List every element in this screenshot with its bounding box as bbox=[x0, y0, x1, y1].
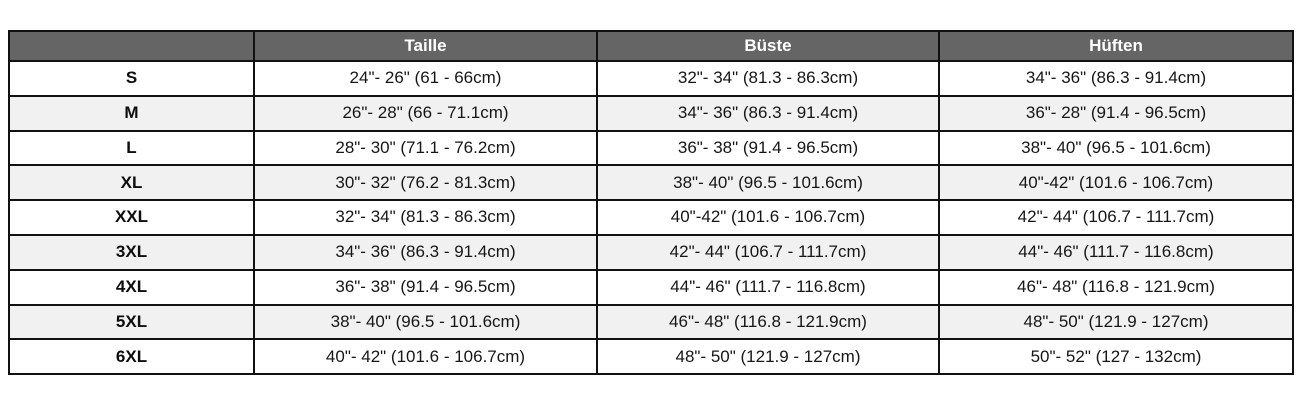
table-row: M 26"- 28" (66 - 71.1cm) 34"- 36" (86.3 … bbox=[8, 94, 1294, 132]
hueften-value: 42"- 44" (106.7 - 111.7cm) bbox=[938, 199, 1294, 236]
taille-value: 36"- 38" (91.4 - 96.5cm) bbox=[253, 268, 598, 306]
table-row: L 28"- 30" (71.1 - 76.2cm) 36"- 38" (91.… bbox=[8, 129, 1294, 167]
header-row: Taille Büste Hüften bbox=[8, 30, 1294, 62]
hueften-value: 44"- 46" (111.7 - 116.8cm) bbox=[938, 233, 1294, 271]
hueften-value: 34"- 36" (86.3 - 91.4cm) bbox=[938, 60, 1294, 97]
size-label: 4XL bbox=[8, 268, 255, 306]
taille-value: 34"- 36" (86.3 - 91.4cm) bbox=[253, 233, 598, 271]
size-chart-body: S 24"- 26" (61 - 66cm) 32"- 34" (81.3 - … bbox=[8, 60, 1294, 376]
table-row: 5XL 38"- 40" (96.5 - 101.6cm) 46"- 48" (… bbox=[8, 303, 1294, 341]
size-chart-header: Taille Büste Hüften bbox=[8, 30, 1294, 62]
size-label: M bbox=[8, 94, 255, 132]
size-label: 6XL bbox=[8, 338, 255, 376]
taille-value: 28"- 30" (71.1 - 76.2cm) bbox=[253, 129, 598, 167]
taille-value: 38"- 40" (96.5 - 101.6cm) bbox=[253, 303, 598, 341]
bueste-value: 46"- 48" (116.8 - 121.9cm) bbox=[596, 303, 940, 341]
bueste-value: 44"- 46" (111.7 - 116.8cm) bbox=[596, 268, 940, 306]
size-label: XXL bbox=[8, 199, 255, 236]
header-cell-size bbox=[8, 30, 255, 62]
table-row: 6XL 40"- 42" (101.6 - 106.7cm) 48"- 50" … bbox=[8, 338, 1294, 376]
hueften-value: 48"- 50" (121.9 - 127cm) bbox=[938, 303, 1294, 341]
hueften-value: 50"- 52" (127 - 132cm) bbox=[938, 338, 1294, 376]
taille-value: 26"- 28" (66 - 71.1cm) bbox=[253, 94, 598, 132]
table-row: 4XL 36"- 38" (91.4 - 96.5cm) 44"- 46" (1… bbox=[8, 268, 1294, 306]
taille-value: 32"- 34" (81.3 - 86.3cm) bbox=[253, 199, 598, 236]
header-cell-taille: Taille bbox=[253, 30, 598, 62]
size-label: XL bbox=[8, 164, 255, 202]
bueste-value: 34"- 36" (86.3 - 91.4cm) bbox=[596, 94, 940, 132]
bueste-value: 42"- 44" (106.7 - 111.7cm) bbox=[596, 233, 940, 271]
table-row: S 24"- 26" (61 - 66cm) 32"- 34" (81.3 - … bbox=[8, 60, 1294, 97]
taille-value: 30"- 32" (76.2 - 81.3cm) bbox=[253, 164, 598, 202]
bueste-value: 40"-42" (101.6 - 106.7cm) bbox=[596, 199, 940, 236]
table-row: XL 30"- 32" (76.2 - 81.3cm) 38"- 40" (96… bbox=[8, 164, 1294, 202]
bueste-value: 32"- 34" (81.3 - 86.3cm) bbox=[596, 60, 940, 97]
taille-value: 40"- 42" (101.6 - 106.7cm) bbox=[253, 338, 598, 376]
hueften-value: 36"- 28" (91.4 - 96.5cm) bbox=[938, 94, 1294, 132]
header-cell-bueste: Büste bbox=[596, 30, 940, 62]
table-row: 3XL 34"- 36" (86.3 - 91.4cm) 42"- 44" (1… bbox=[8, 233, 1294, 271]
hueften-value: 38"- 40" (96.5 - 101.6cm) bbox=[938, 129, 1294, 167]
size-label: S bbox=[8, 60, 255, 97]
size-chart-table: Taille Büste Hüften S 24"- 26" (61 - 66c… bbox=[8, 30, 1294, 376]
taille-value: 24"- 26" (61 - 66cm) bbox=[253, 60, 598, 97]
size-label: L bbox=[8, 129, 255, 167]
header-cell-hueften: Hüften bbox=[938, 30, 1294, 62]
hueften-value: 40"-42" (101.6 - 106.7cm) bbox=[938, 164, 1294, 202]
size-label: 5XL bbox=[8, 303, 255, 341]
size-label: 3XL bbox=[8, 233, 255, 271]
hueften-value: 46"- 48" (116.8 - 121.9cm) bbox=[938, 268, 1294, 306]
bueste-value: 36"- 38" (91.4 - 96.5cm) bbox=[596, 129, 940, 167]
table-row: XXL 32"- 34" (81.3 - 86.3cm) 40"-42" (10… bbox=[8, 199, 1294, 236]
bueste-value: 48"- 50" (121.9 - 127cm) bbox=[596, 338, 940, 376]
bueste-value: 38"- 40" (96.5 - 101.6cm) bbox=[596, 164, 940, 202]
